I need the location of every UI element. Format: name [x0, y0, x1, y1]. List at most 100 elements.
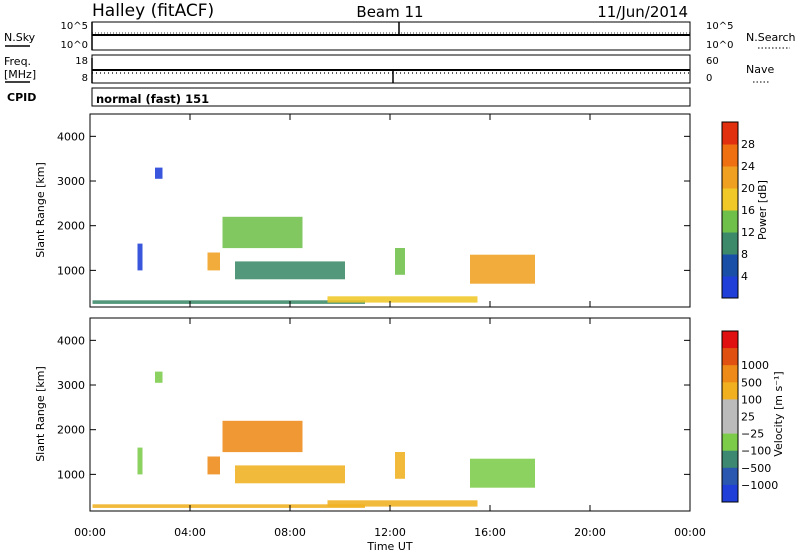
time-tick-label-5: 20:00 — [574, 526, 606, 539]
velocity-colorbar-tick-7: 1000 — [741, 359, 769, 372]
power-colorbar-tick-3: 16 — [741, 204, 755, 217]
time-tick-label-1: 04:00 — [174, 526, 206, 539]
time-tick-label-0: 00:00 — [74, 526, 106, 539]
velocity-colorbar-tick-0: −1000 — [741, 479, 778, 492]
power-colorbar-segment-3 — [722, 210, 738, 233]
velocity-colorbar-label: Velocity [m s⁻¹] — [772, 371, 785, 456]
power-colorbar-label: Power [dB] — [756, 180, 769, 240]
velocity-frame — [89, 317, 691, 512]
power-colorbar-tick-1: 8 — [741, 248, 748, 261]
time-axis-label: Time UT — [366, 540, 412, 553]
time-tick-label-4: 16:00 — [474, 526, 506, 539]
power-echoes — [92, 167, 535, 304]
power-colorbar-tick-6: 28 — [741, 138, 755, 151]
velocity-colorbar-segment-7 — [722, 450, 738, 469]
time-tick-label-6: 00:00 — [674, 526, 706, 539]
velocity-colorbar-segment-0 — [722, 331, 738, 349]
velocity-echo-0 — [92, 504, 365, 508]
velocity-echo-1 — [327, 500, 478, 507]
freq-label: Freq. — [4, 55, 31, 68]
velocity-colorbar-segment-5 — [722, 416, 738, 435]
power-panel: 1000 2000 3000 4000 Slant Range [km] — [34, 113, 691, 308]
cpid-frame — [91, 87, 691, 107]
nsky-panel: N.Sky 10^5 10^0 10^5 10^0 N.Search — [4, 21, 796, 51]
nave-tick-bottom: 0 — [706, 73, 712, 84]
velocity-colorbar-tick-5: 100 — [741, 393, 762, 406]
velocity-ylabel: Slant Range [km] — [34, 366, 47, 462]
velocity-colorbar-segment-4 — [722, 399, 738, 417]
velocity-colorbar-segment-2 — [722, 365, 738, 383]
power-colorbar-segment-4 — [722, 188, 738, 211]
power-colorbar-segment-2 — [722, 232, 738, 255]
power-colorbar-tick-2: 12 — [741, 226, 755, 239]
velocity-colorbar-tick-2: −100 — [741, 445, 771, 458]
date-title: 11/Jun/2014 — [597, 3, 688, 21]
velocity-ytick-label-0: 1000 — [57, 468, 85, 481]
power-colorbar: 4 8 12 16 20 24 28 — [721, 121, 755, 299]
velocity-colorbar-segment-3 — [722, 382, 738, 400]
power-echo-2 — [207, 252, 220, 271]
time-tick-label-2: 08:00 — [274, 526, 306, 539]
power-echo-8 — [137, 243, 143, 271]
velocity-echo-6 — [470, 458, 535, 488]
power-colorbar-frame — [721, 121, 739, 299]
nave-tick-top: 60 — [706, 56, 719, 67]
power-ytick-label-3: 4000 — [57, 130, 85, 143]
nsky-tick-bottom: 10^0 — [61, 40, 88, 51]
power-echo-6 — [470, 254, 535, 284]
velocity-ytick-label-2: 3000 — [57, 379, 85, 392]
power-ytick-label-2: 3000 — [57, 175, 85, 188]
freq-panel: Freq. [MHz] 18 8 60 0 Nave — [4, 54, 774, 84]
velocity-ytick-label-1: 2000 — [57, 424, 85, 437]
power-ytick-label-1: 2000 — [57, 220, 85, 233]
velocity-colorbar-segment-8 — [722, 467, 738, 486]
nsearch-tick-bottom: 10^0 — [706, 40, 733, 51]
nsearch-label: N.Search — [746, 31, 796, 44]
power-echo-5 — [395, 248, 405, 275]
power-colorbar-segment-1 — [722, 254, 738, 277]
velocity-echo-3 — [222, 420, 303, 453]
velocity-echo-5 — [395, 452, 405, 479]
velocity-echo-2 — [207, 456, 220, 475]
nave-label: Nave — [746, 63, 774, 76]
freq-tick-top: 18 — [75, 56, 88, 67]
power-colorbar-tick-5: 24 — [741, 160, 755, 173]
velocity-colorbar-tick-1: −500 — [741, 462, 771, 475]
power-echo-3 — [222, 216, 303, 249]
velocity-colorbar-segment-1 — [722, 348, 738, 366]
velocity-colorbar-segment-6 — [722, 433, 738, 452]
freq-unit: [MHz] — [4, 68, 36, 81]
nsky-tick-top: 10^5 — [61, 21, 88, 32]
velocity-echo-8 — [137, 447, 143, 475]
power-frame — [89, 113, 691, 308]
time-tick-label-3: 12:00 — [374, 526, 406, 539]
velocity-colorbar-tick-4: 25 — [741, 411, 755, 424]
power-colorbar-segment-0 — [722, 276, 738, 299]
station-title: Halley (fitACF) — [92, 1, 214, 21]
velocity-colorbar: −1000 −500 −100 −25 25 100 500 1000 — [721, 330, 778, 503]
freq-tick-bottom: 8 — [82, 73, 88, 84]
cpid-panel: CPID normal (fast) 151 — [7, 87, 691, 107]
velocity-colorbar-tick-6: 500 — [741, 376, 762, 389]
power-ylabel: Slant Range [km] — [34, 162, 47, 258]
velocity-echo-4 — [235, 465, 345, 484]
power-colorbar-tick-0: 4 — [741, 270, 748, 283]
cpid-value: normal (fast) 151 — [96, 92, 209, 106]
power-colorbar-segment-6 — [722, 144, 738, 167]
beam-title: Beam 11 — [356, 3, 423, 21]
power-echo-1 — [327, 296, 478, 303]
nsearch-tick-top: 10^5 — [706, 21, 733, 32]
power-ytick-label-0: 1000 — [57, 264, 85, 277]
power-echo-4 — [235, 261, 345, 280]
velocity-y-axis: 1000 2000 3000 4000 — [57, 334, 690, 481]
velocity-colorbar-frame — [721, 330, 739, 503]
velocity-echo-7 — [155, 371, 163, 383]
power-echo-0 — [92, 300, 365, 304]
power-y-axis: 1000 2000 3000 4000 — [57, 130, 690, 277]
velocity-echoes — [92, 371, 535, 508]
velocity-panel: 1000 2000 3000 4000 Slant Range [km] — [34, 317, 691, 512]
power-colorbar-segment-5 — [722, 166, 738, 189]
power-echo-7 — [155, 167, 163, 179]
velocity-ytick-label-3: 4000 — [57, 334, 85, 347]
